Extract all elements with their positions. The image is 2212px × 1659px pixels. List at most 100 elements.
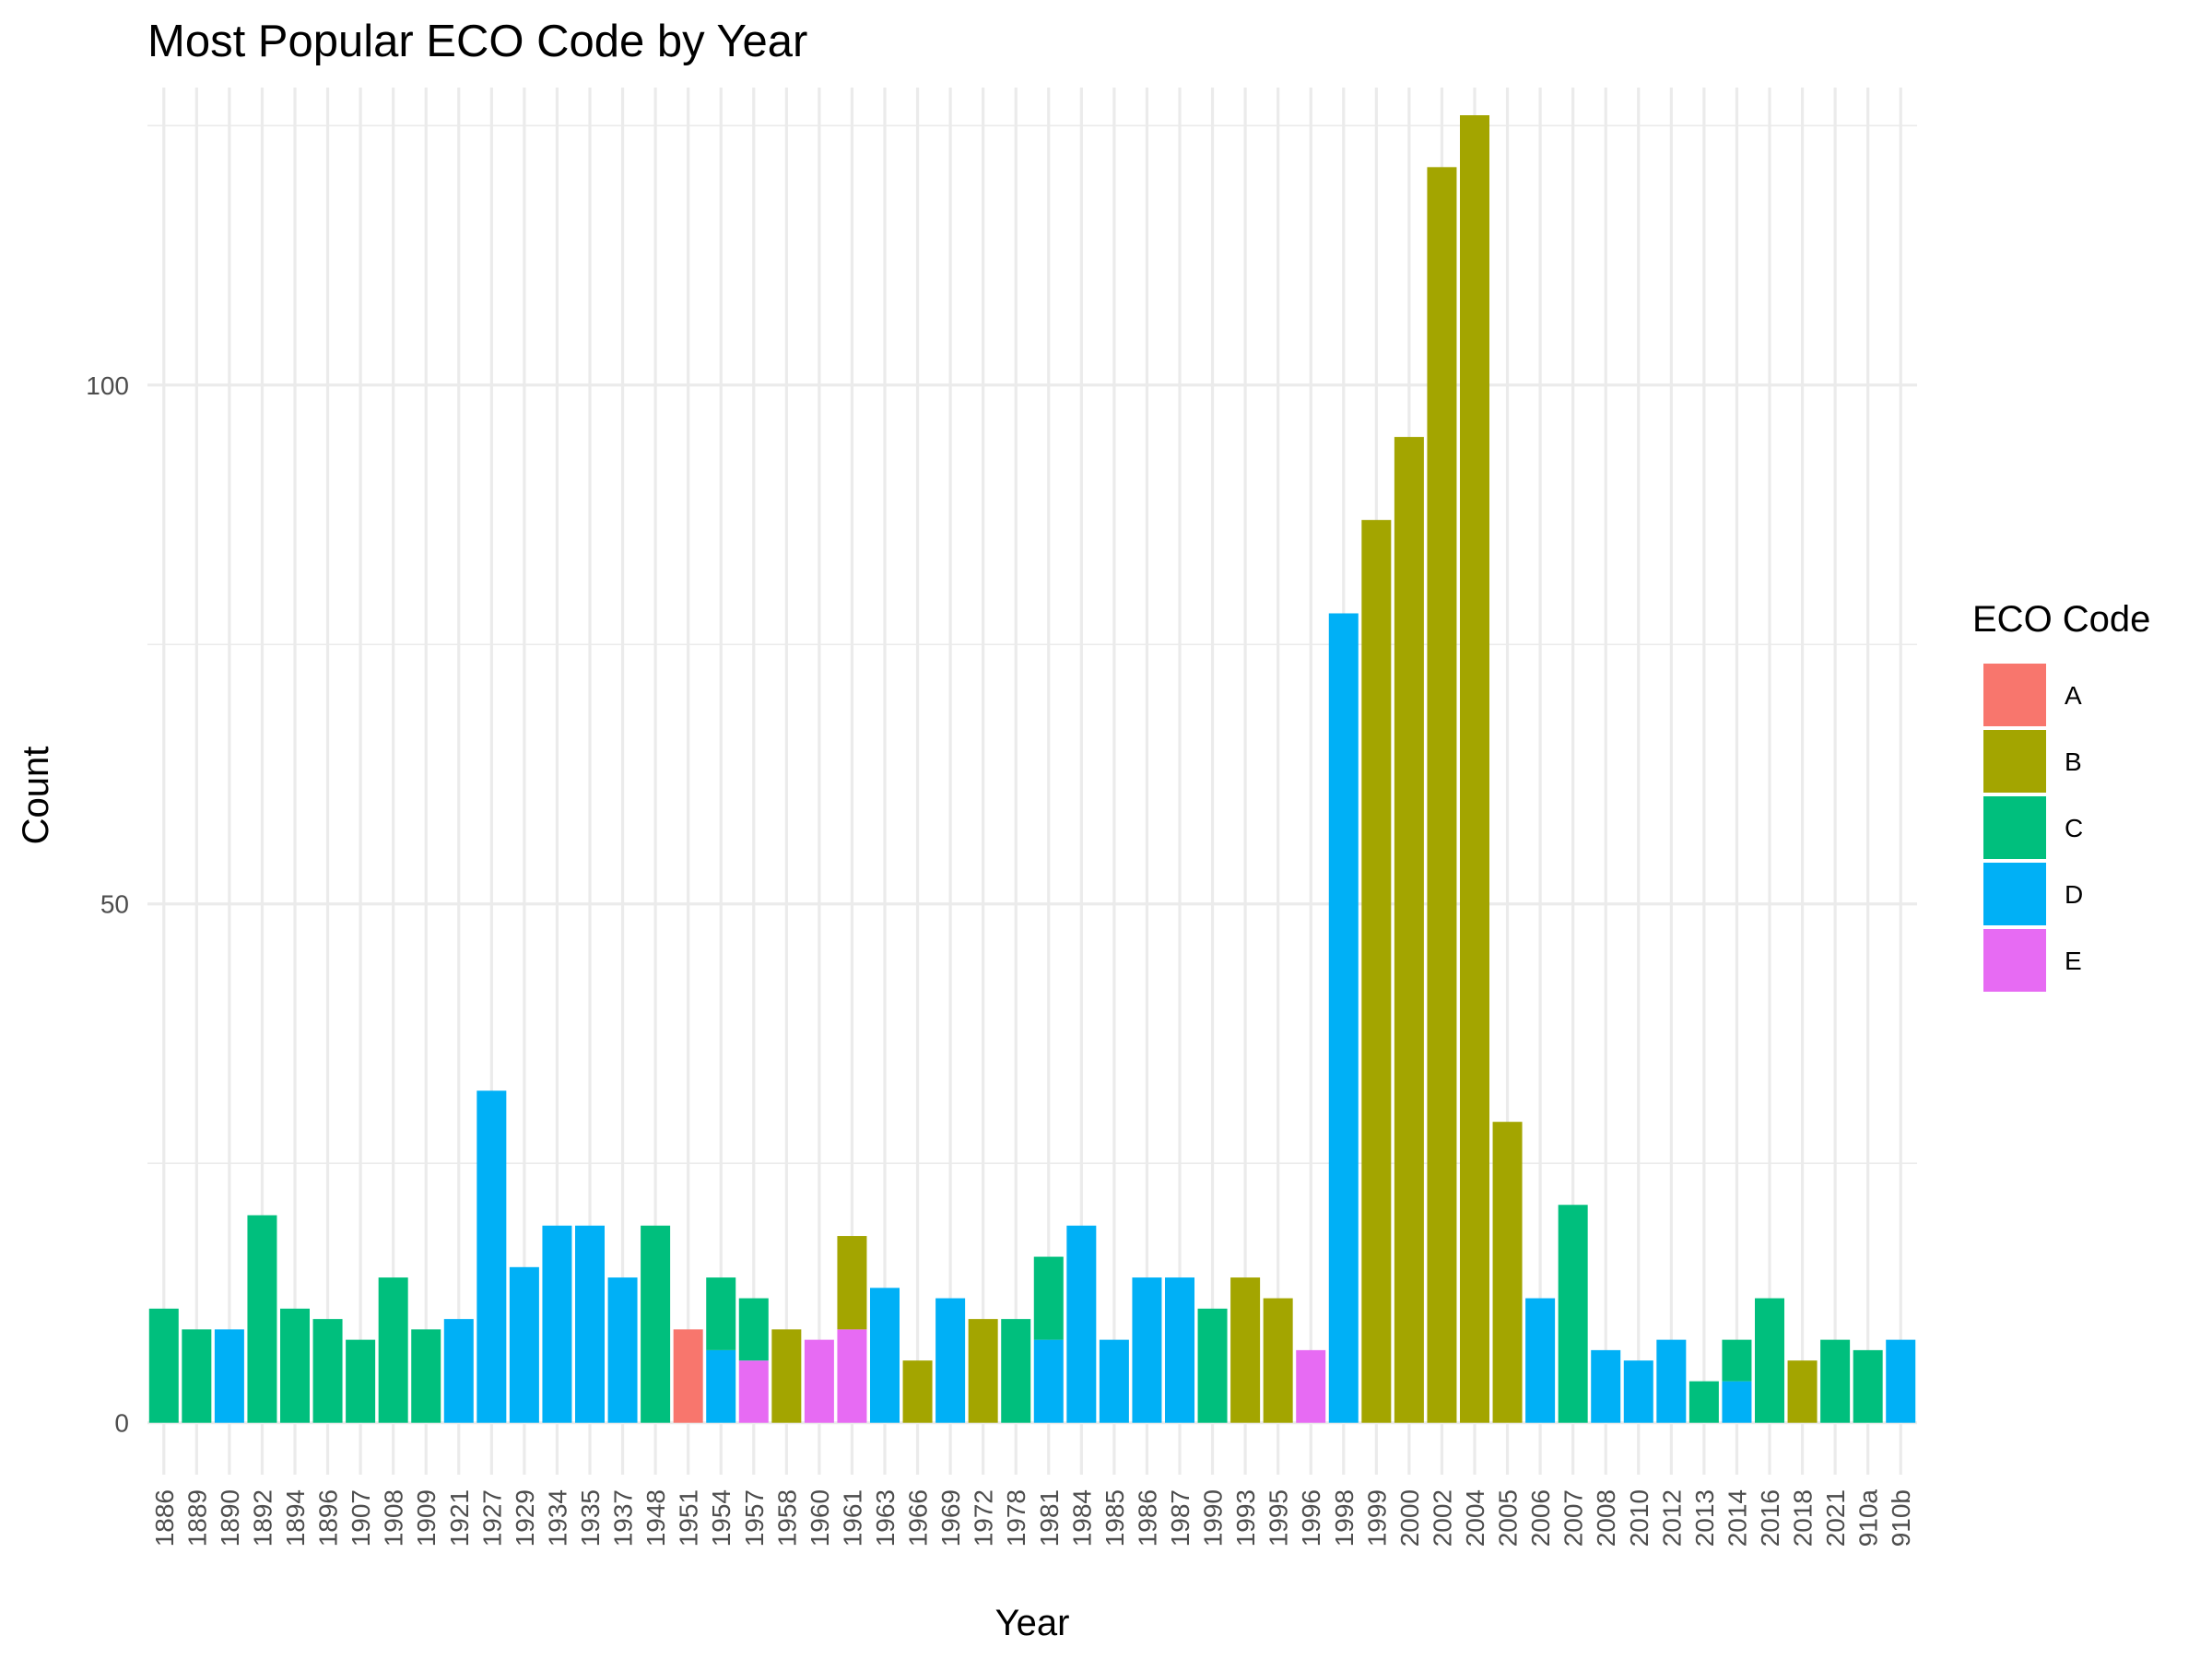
x-tick-label: 2008 [1592, 1489, 1620, 1547]
bar-1966-B [902, 1360, 933, 1423]
bar-1908-C [378, 1277, 408, 1423]
legend-swatch-B [1983, 730, 2046, 793]
bar-2018-B [1787, 1360, 1818, 1423]
x-tick-label: 1960 [806, 1489, 834, 1547]
y-tick-label: 100 [86, 371, 129, 400]
bar-2008-D [1591, 1349, 1621, 1423]
x-tick-label: 1981 [1035, 1489, 1064, 1547]
bar-1987-D [1165, 1277, 1194, 1423]
legend-label-E: E [2065, 947, 2082, 975]
x-tick-label: 1958 [772, 1489, 801, 1547]
bar-2021-C [1820, 1339, 1851, 1423]
bar-1981-C [1033, 1256, 1064, 1340]
x-tick-label: 2021 [1821, 1489, 1850, 1547]
bar-1998-D [1328, 613, 1359, 1423]
bar-1954-C [706, 1277, 736, 1350]
legend-label-C: C [2065, 814, 2083, 842]
bar-1921-D [443, 1319, 474, 1423]
legend-swatch-E [1983, 929, 2046, 992]
x-tick-label: 1927 [477, 1489, 506, 1547]
bar-1963-D [870, 1288, 900, 1423]
legend-swatch-C [1983, 796, 2046, 859]
bar-1929-D [509, 1266, 539, 1423]
bar-2014-D [1722, 1381, 1752, 1423]
legend-title: ECO Code [1972, 599, 2150, 640]
x-tick-label: 1921 [445, 1489, 474, 1547]
bar-1996-E [1296, 1349, 1326, 1423]
bar-1972-B [968, 1319, 998, 1423]
y-tick-label: 50 [100, 890, 129, 919]
bar-1960-E [804, 1339, 834, 1423]
bar-1981-D [1033, 1339, 1064, 1423]
x-tick-label: 1908 [380, 1489, 408, 1547]
y-axis-ticks: 0 50 100 [86, 371, 129, 1438]
bar-1935-D [575, 1225, 605, 1423]
bar-1984-D [1066, 1225, 1097, 1423]
bar-1969-D [935, 1298, 966, 1423]
bar-1957-C [738, 1298, 769, 1361]
bar-1889-C [182, 1329, 212, 1423]
x-tick-label: 2016 [1756, 1489, 1784, 1547]
x-tick-label: 1978 [1002, 1489, 1030, 1547]
x-axis-ticks: 1886 1889 1890 1892 1894 1896 1907 1908 1909 1921… [150, 1489, 1915, 1547]
x-tick-label: 1907 [347, 1489, 375, 1547]
x-tick-label: 1935 [576, 1489, 605, 1547]
bar-1957-E [738, 1360, 769, 1423]
legend-label-D: D [2065, 880, 2083, 909]
bar-2014-C [1722, 1339, 1752, 1382]
x-tick-label: 1886 [150, 1489, 179, 1547]
bar-1993-B [1230, 1277, 1261, 1423]
bar-1961-E [837, 1329, 867, 1423]
bar-1886-C [148, 1308, 179, 1423]
bar-1894-C [280, 1308, 310, 1423]
legend-items: A B C D E [1983, 664, 2083, 992]
y-tick-label: 0 [114, 1409, 129, 1438]
bar-910b-D [1886, 1339, 1916, 1423]
legend-label-A: A [2065, 681, 2082, 710]
legend: ECO Code A B C D E [1972, 599, 2150, 992]
x-tick-label: 1948 [641, 1489, 670, 1547]
bar-2012-D [1656, 1339, 1687, 1423]
legend-swatch-D [1983, 863, 2046, 925]
x-tick-label: 2014 [1723, 1489, 1751, 1547]
x-tick-label: 2007 [1559, 1489, 1588, 1547]
x-tick-label: 2004 [1461, 1489, 1489, 1547]
x-tick-label: 1986 [1133, 1489, 1161, 1547]
bar-1934-D [542, 1225, 572, 1423]
bar-2005-B [1492, 1122, 1523, 1423]
bar-1907-C [346, 1339, 376, 1423]
bars [148, 115, 1916, 1423]
bar-2013-C [1688, 1381, 1719, 1423]
x-tick-label: 1987 [1166, 1489, 1194, 1547]
bar-2010-D [1623, 1360, 1653, 1423]
bar-1961-B [837, 1236, 867, 1330]
bar-1954-D [706, 1349, 736, 1423]
x-tick-label: 1999 [1362, 1489, 1391, 1547]
bar-2004-B [1460, 115, 1489, 1423]
bar-1990-C [1197, 1308, 1228, 1423]
bar-1948-C [641, 1225, 671, 1423]
x-tick-label: 1957 [740, 1489, 769, 1547]
x-tick-label: 1892 [248, 1489, 276, 1547]
x-tick-label: 2006 [1526, 1489, 1555, 1547]
x-tick-label: 1985 [1100, 1489, 1129, 1547]
legend-swatch-A [1983, 664, 2046, 726]
bar-1999-B [1361, 520, 1392, 1423]
bar-2006-D [1525, 1298, 1556, 1423]
bar-2002-B [1427, 167, 1457, 1423]
x-tick-label: 1998 [1330, 1489, 1359, 1547]
x-tick-label: 1889 [182, 1489, 211, 1547]
bar-1890-D [214, 1329, 244, 1423]
x-axis-title: Year [995, 1603, 1070, 1643]
x-tick-label: 1966 [904, 1489, 933, 1547]
x-tick-label: 2010 [1625, 1489, 1653, 1547]
x-tick-label: 1972 [970, 1489, 998, 1547]
x-tick-label: 1909 [412, 1489, 441, 1547]
bar-1927-D [477, 1090, 507, 1423]
x-tick-label: 1937 [609, 1489, 638, 1547]
x-tick-label: 1961 [838, 1489, 866, 1547]
bar-1951-A [673, 1329, 703, 1423]
x-tick-label: 2000 [1395, 1489, 1424, 1547]
x-tick-label: 1990 [1199, 1489, 1228, 1547]
